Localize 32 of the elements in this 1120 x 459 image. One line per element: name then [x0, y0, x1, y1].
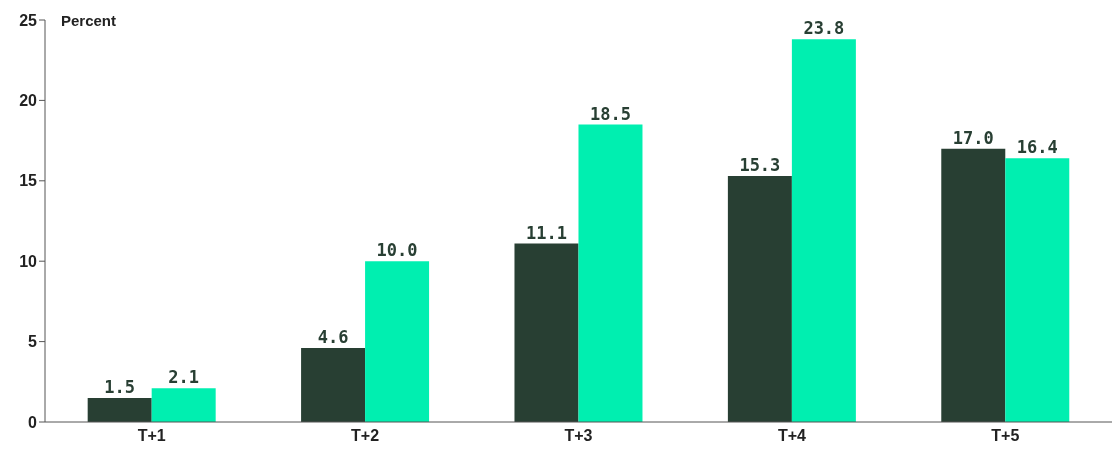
y-axis-title: Percent: [61, 12, 117, 29]
bar: [365, 261, 430, 422]
bar: [301, 348, 366, 422]
y-tick-label: 25: [19, 11, 38, 29]
data-label: 1.5: [104, 376, 136, 397]
bar: [727, 175, 792, 422]
y-tick-label: 20: [19, 92, 38, 110]
data-label: 16.4: [1016, 137, 1058, 158]
data-label: 17.0: [952, 127, 994, 148]
data-label: 10.0: [376, 240, 418, 261]
x-tick-label: T+1: [137, 427, 166, 445]
x-tick-label: T+2: [351, 427, 380, 445]
data-label: 2.1: [168, 367, 200, 388]
x-tick-label: T+4: [777, 427, 807, 445]
bar: [151, 388, 216, 422]
bar: [87, 397, 152, 422]
data-label: 23.8: [803, 18, 845, 39]
x-tick-label: T+5: [991, 427, 1020, 445]
y-tick-label: 5: [28, 333, 38, 351]
y-tick-label: 0: [28, 413, 38, 431]
x-tick-label: T+3: [564, 427, 593, 445]
data-label: 4.6: [317, 327, 349, 348]
bar: [791, 39, 856, 422]
data-label: 11.1: [526, 222, 567, 243]
y-tick-label: 10: [19, 252, 38, 270]
bar: [578, 124, 643, 422]
y-tick-label: 15: [19, 172, 38, 190]
data-label: 15.3: [739, 154, 781, 175]
data-label: 18.5: [590, 103, 631, 124]
bar: [1005, 158, 1070, 422]
bar: [941, 148, 1006, 422]
bar: [514, 243, 579, 422]
